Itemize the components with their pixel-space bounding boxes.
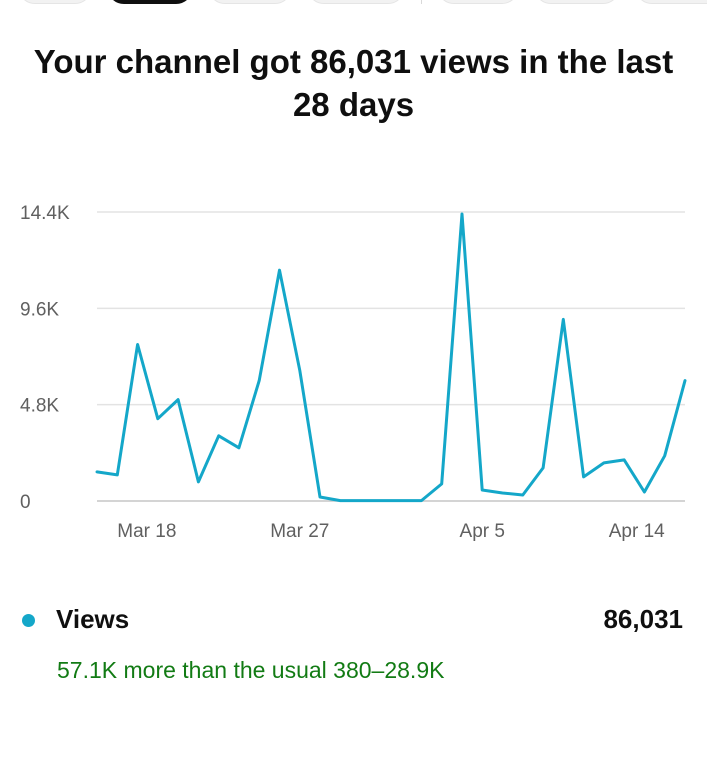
metric-value: 86,031	[603, 604, 683, 634]
comparison-text: 57.1K more than the usual 380–28.9K	[57, 657, 445, 683]
x-tick-label: Mar 27	[270, 521, 329, 542]
filter-chip-bar	[0, 0, 707, 4]
page-title: Your channel got 86,031 views in the las…	[33, 43, 674, 123]
filter-chip[interactable]	[208, 0, 292, 4]
y-tick-label: 14.4K	[20, 203, 70, 224]
filter-chip-selected[interactable]	[107, 0, 193, 4]
filter-chip[interactable]	[307, 0, 405, 4]
filter-chip[interactable]	[635, 0, 707, 4]
filter-chip[interactable]	[534, 0, 620, 4]
y-tick-label: 4.8K	[20, 396, 59, 417]
y-tick-label: 0	[20, 492, 31, 513]
filter-chip[interactable]	[437, 0, 519, 4]
metric-row[interactable]: Views 86,031	[20, 603, 687, 643]
x-tick-label: Apr 14	[609, 521, 665, 542]
series-color-dot	[22, 614, 35, 627]
views-series-line	[95, 212, 687, 503]
chip-divider	[421, 0, 422, 4]
x-tick-label: Mar 18	[117, 521, 176, 542]
filter-chip[interactable]	[18, 0, 92, 4]
x-tick-label: Apr 5	[460, 521, 505, 542]
metric-name: Views	[56, 604, 130, 634]
views-line-chart: 0 4.8K 9.6K 14.4K Mar 18 Mar 27 Apr 5 Apr 14	[20, 203, 687, 542]
y-tick-label: 9.6K	[20, 299, 59, 320]
